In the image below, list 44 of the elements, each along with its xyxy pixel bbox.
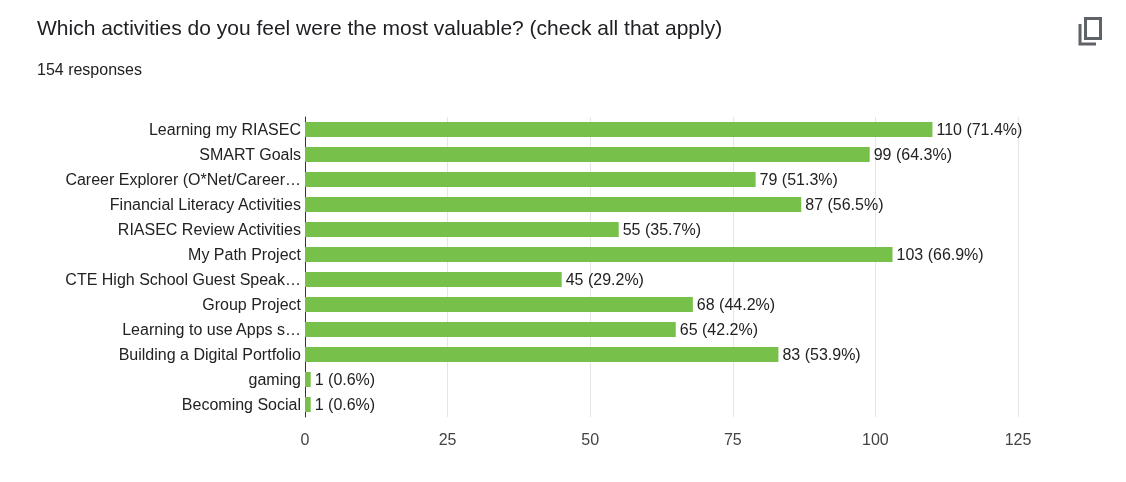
x-tick-label: 0 — [300, 430, 310, 448]
bar — [305, 147, 870, 162]
text: 154 responses — [37, 60, 142, 78]
y-tick-label: Learning my RIASEC — [148, 121, 301, 138]
data-label: 79 (51.3%) — [759, 171, 838, 188]
bar — [305, 172, 756, 187]
y-tick-label: Learning to use Apps s… — [122, 321, 301, 338]
data-label: 1 (0.6%) — [314, 371, 376, 388]
y-tick-label: Building a Digital Portfolio — [118, 346, 302, 363]
data-label: 45 (29.2%) — [565, 271, 644, 288]
bar — [305, 397, 311, 412]
y-tick-label: Group Project — [202, 296, 302, 313]
x-tick-label: 50 — [581, 430, 600, 448]
x-tick-label: 75 — [723, 430, 742, 448]
y-tick-label: gaming — [248, 371, 301, 388]
bar — [305, 122, 933, 137]
data-label: 110 (71.4%) — [936, 121, 1023, 138]
y-tick-label: My Path Project — [188, 246, 302, 263]
bar — [305, 222, 619, 237]
y-tick-label: Becoming Social — [181, 396, 301, 413]
y-tick-label: CTE High School Guest Speak… — [65, 271, 301, 288]
y-tick-label: RIASEC Review Activities — [117, 221, 301, 238]
y-tick-label: Financial Literacy Activities — [109, 196, 301, 213]
data-label: 1 (0.6%) — [314, 396, 376, 413]
data-label: 87 (56.5%) — [805, 196, 884, 213]
data-label: 103 (66.9%) — [896, 246, 984, 263]
chart-title: Which activities do you feel were the most valuable? (check all that apply) — [37, 16, 723, 39]
data-label: 68 (44.2%) — [696, 296, 776, 313]
bar — [305, 197, 802, 212]
data-label: 99 (64.3%) — [873, 146, 952, 163]
x-tick-label: 100 — [862, 430, 889, 448]
y-tick-label: Career Explorer (O*Net/Career… — [65, 171, 301, 188]
x-tick-label: 25 — [438, 430, 457, 448]
bar — [305, 247, 893, 262]
bar — [305, 322, 676, 337]
y-tick-label: SMART Goals — [199, 146, 301, 163]
x-tick-label: 125 — [1004, 430, 1032, 448]
data-label: 65 (42.2%) — [679, 321, 759, 338]
bar — [305, 372, 311, 387]
bar — [305, 347, 779, 362]
bar — [305, 297, 693, 312]
data-label: 83 (53.9%) — [782, 346, 861, 363]
bar — [305, 272, 562, 287]
data-label: 55 (35.7%) — [622, 221, 701, 238]
